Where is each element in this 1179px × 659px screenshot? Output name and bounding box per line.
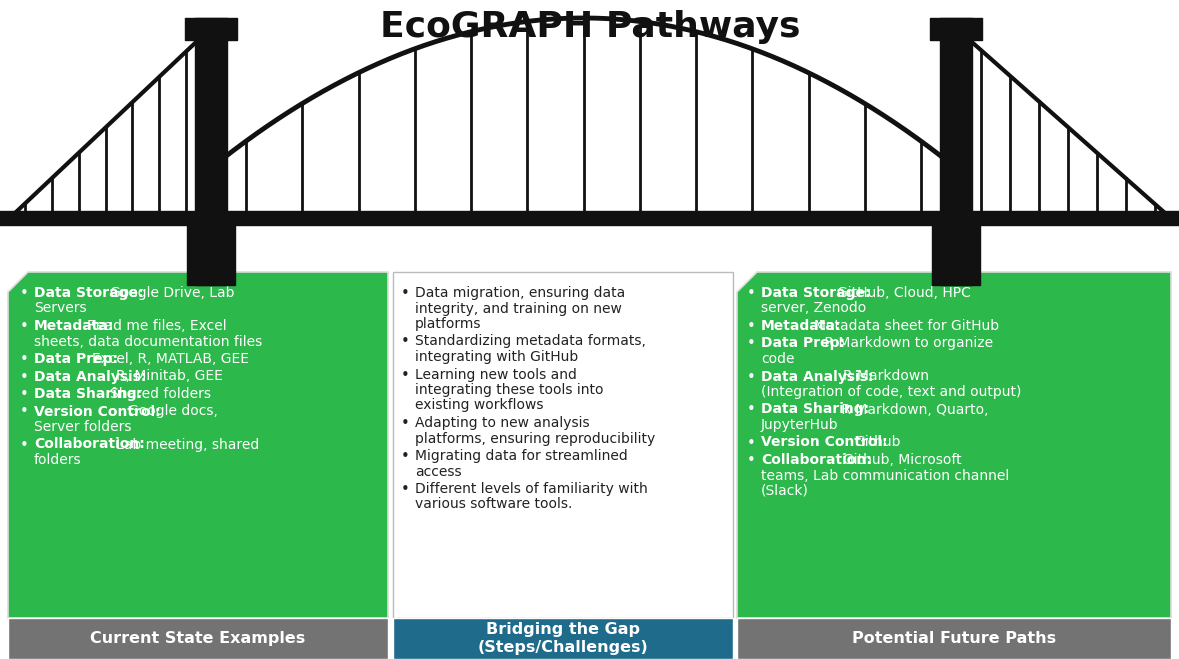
Text: Data migration, ensuring data: Data migration, ensuring data — [415, 286, 625, 300]
Text: •: • — [747, 286, 756, 301]
Text: Data Storage:: Data Storage: — [34, 286, 144, 300]
Text: R Markdown: R Markdown — [843, 370, 929, 384]
Text: Servers: Servers — [34, 302, 86, 316]
Text: Excel, R, MATLAB, GEE: Excel, R, MATLAB, GEE — [92, 352, 250, 366]
FancyBboxPatch shape — [393, 618, 733, 659]
Text: •: • — [401, 368, 410, 382]
Text: code: code — [760, 352, 795, 366]
Text: Github: Github — [855, 436, 901, 449]
Text: Metadata:: Metadata: — [34, 319, 114, 333]
Text: (Slack): (Slack) — [760, 484, 809, 498]
Text: integrity, and training on new: integrity, and training on new — [415, 302, 621, 316]
Text: •: • — [747, 337, 756, 351]
Text: Shared folders: Shared folders — [110, 387, 211, 401]
Text: Data Sharing:: Data Sharing: — [34, 387, 143, 401]
Text: Collaboration:: Collaboration: — [760, 453, 871, 467]
Text: Adapting to new analysis: Adapting to new analysis — [415, 416, 590, 430]
Text: Version Control:: Version Control: — [760, 436, 888, 449]
Text: •: • — [401, 449, 410, 464]
Text: •: • — [401, 286, 410, 301]
Text: integrating with GitHub: integrating with GitHub — [415, 350, 578, 364]
Text: Current State Examples: Current State Examples — [91, 631, 305, 646]
Polygon shape — [8, 272, 388, 618]
Text: Data Storage:: Data Storage: — [760, 286, 870, 300]
Text: Read me files, Excel: Read me files, Excel — [86, 319, 226, 333]
Text: Version Control:: Version Control: — [34, 405, 160, 418]
Text: (Integration of code, text and output): (Integration of code, text and output) — [760, 385, 1021, 399]
Text: Collaboration:: Collaboration: — [34, 438, 145, 451]
Text: access: access — [415, 465, 462, 478]
Text: •: • — [20, 405, 28, 420]
FancyBboxPatch shape — [737, 618, 1171, 659]
Text: Google docs,: Google docs, — [127, 405, 217, 418]
Text: •: • — [20, 319, 28, 334]
Text: •: • — [747, 370, 756, 384]
Text: Data Analysis:: Data Analysis: — [34, 370, 146, 384]
Text: Data Sharing:: Data Sharing: — [760, 403, 869, 416]
Text: Migrating data for streamlined: Migrating data for streamlined — [415, 449, 627, 463]
Text: •: • — [747, 453, 756, 468]
Text: •: • — [401, 416, 410, 431]
Text: •: • — [401, 482, 410, 497]
Text: •: • — [747, 319, 756, 334]
Text: folders: folders — [34, 453, 81, 467]
Text: server, Zenodo: server, Zenodo — [760, 302, 867, 316]
FancyBboxPatch shape — [8, 618, 388, 659]
Text: •: • — [747, 403, 756, 418]
Text: •: • — [747, 436, 756, 451]
Text: Github, Microsoft: Github, Microsoft — [843, 453, 962, 467]
Text: •: • — [401, 335, 410, 349]
Text: integrating these tools into: integrating these tools into — [415, 383, 604, 397]
Text: EcoGRAPH Pathways: EcoGRAPH Pathways — [380, 10, 801, 44]
Text: •: • — [20, 438, 28, 453]
Text: Data Prep:: Data Prep: — [34, 352, 118, 366]
Text: platforms: platforms — [415, 317, 481, 331]
Polygon shape — [737, 272, 1171, 618]
Text: Metadata:: Metadata: — [760, 319, 842, 333]
Text: Server folders: Server folders — [34, 420, 132, 434]
Text: sheets, data documentation files: sheets, data documentation files — [34, 335, 262, 349]
Text: existing workflows: existing workflows — [415, 399, 544, 413]
Text: various software tools.: various software tools. — [415, 498, 572, 511]
Text: R Markdown to organize: R Markdown to organize — [819, 337, 993, 351]
Text: R, Minitab, GEE: R, Minitab, GEE — [116, 370, 223, 384]
Text: Potential Future Paths: Potential Future Paths — [852, 631, 1056, 646]
Text: GitHub, Cloud, HPC: GitHub, Cloud, HPC — [837, 286, 971, 300]
Text: platforms, ensuring reproducibility: platforms, ensuring reproducibility — [415, 432, 656, 445]
Text: R Markdown, Quarto,: R Markdown, Quarto, — [837, 403, 988, 416]
Text: Google Drive, Lab: Google Drive, Lab — [110, 286, 235, 300]
Text: Bridging the Gap
(Steps/Challenges): Bridging the Gap (Steps/Challenges) — [477, 621, 648, 655]
FancyBboxPatch shape — [393, 272, 733, 618]
Text: teams, Lab communication channel: teams, Lab communication channel — [760, 469, 1009, 482]
Text: Data Analysis:: Data Analysis: — [760, 370, 874, 384]
Text: Standardizing metadata formats,: Standardizing metadata formats, — [415, 335, 646, 349]
Text: JupyterHub: JupyterHub — [760, 418, 838, 432]
Text: •: • — [20, 387, 28, 402]
Text: •: • — [20, 352, 28, 367]
Text: Different levels of familiarity with: Different levels of familiarity with — [415, 482, 647, 496]
Text: Metadata sheet for GitHub: Metadata sheet for GitHub — [814, 319, 999, 333]
Text: •: • — [20, 370, 28, 384]
Text: Learning new tools and: Learning new tools and — [415, 368, 577, 382]
Text: Data Prep:: Data Prep: — [760, 337, 845, 351]
Text: Lab meeting, shared: Lab meeting, shared — [116, 438, 259, 451]
Text: •: • — [20, 286, 28, 301]
